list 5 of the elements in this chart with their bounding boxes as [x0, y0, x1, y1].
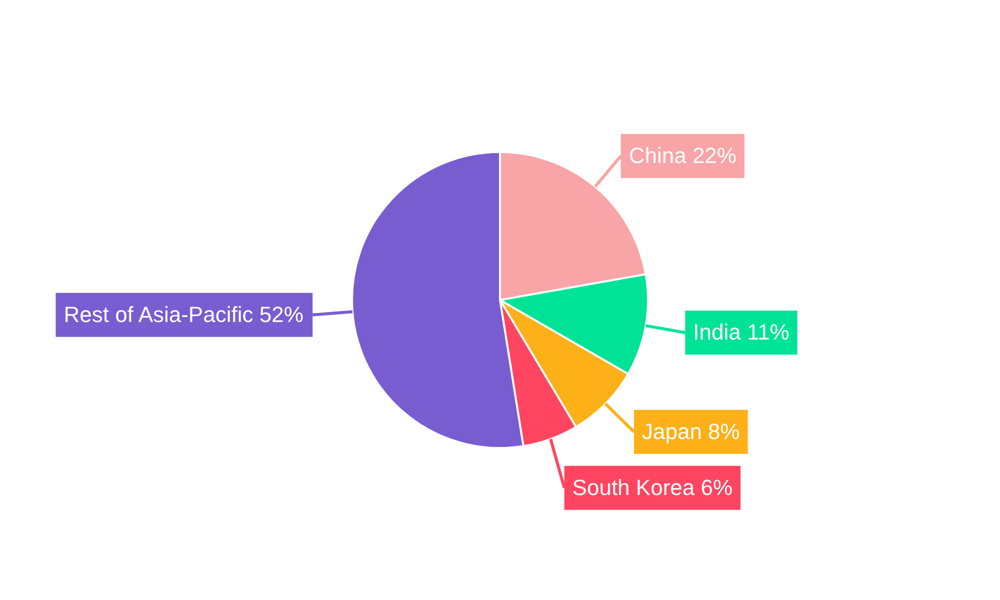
slice-label: India 11%	[693, 320, 790, 345]
slice-label: South Korea 6%	[572, 474, 733, 500]
slice-label: Japan 8%	[642, 418, 740, 444]
slice-label: Rest of Asia-Pacific 52%	[64, 302, 304, 327]
slice-label: China 22%	[628, 142, 736, 168]
